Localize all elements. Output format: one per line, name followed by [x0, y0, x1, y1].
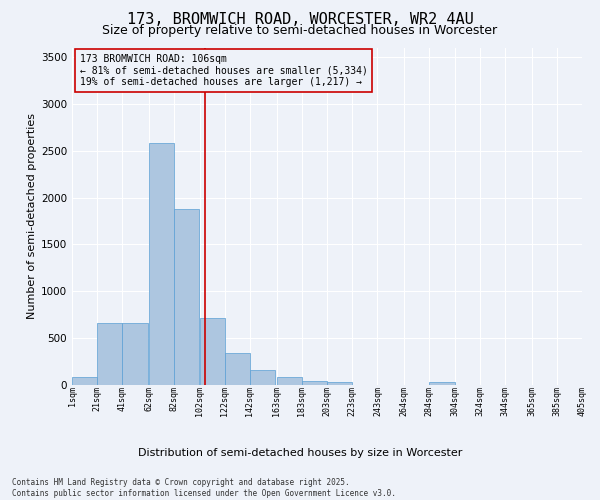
Bar [97, 323, 122, 385]
Text: Size of property relative to semi-detached houses in Worcester: Size of property relative to semi-detach… [103, 24, 497, 37]
Bar [302, 381, 327, 385]
Text: Contains HM Land Registry data © Crown copyright and database right 2025.
Contai: Contains HM Land Registry data © Crown c… [12, 478, 396, 498]
Bar [174, 209, 199, 385]
Y-axis label: Number of semi-detached properties: Number of semi-detached properties [27, 114, 37, 320]
Text: Distribution of semi-detached houses by size in Worcester: Distribution of semi-detached houses by … [138, 448, 462, 458]
Text: 173, BROMWICH ROAD, WORCESTER, WR2 4AU: 173, BROMWICH ROAD, WORCESTER, WR2 4AU [127, 12, 473, 28]
Bar [122, 323, 148, 385]
Bar [277, 376, 302, 385]
Bar [199, 318, 225, 385]
Bar [225, 353, 250, 385]
Bar [72, 376, 97, 385]
Bar [429, 382, 455, 385]
Bar [327, 382, 352, 385]
Bar [250, 370, 275, 385]
Text: 173 BROMWICH ROAD: 106sqm
← 81% of semi-detached houses are smaller (5,334)
19% : 173 BROMWICH ROAD: 106sqm ← 81% of semi-… [80, 54, 368, 88]
Bar [149, 143, 174, 385]
